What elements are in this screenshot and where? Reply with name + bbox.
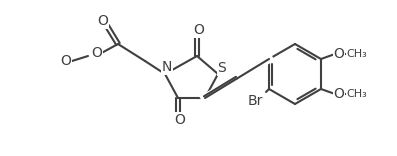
Text: CH₃: CH₃ [347,49,367,59]
Text: O: O [333,47,345,61]
Text: S: S [218,61,226,75]
Text: O: O [98,14,108,28]
Text: CH₃: CH₃ [347,89,367,99]
Text: O: O [175,113,185,127]
Text: O: O [92,46,102,60]
Text: O: O [61,54,71,68]
Text: N: N [162,60,172,74]
Text: Br: Br [247,94,263,108]
Text: O: O [333,87,345,101]
Text: O: O [194,23,204,37]
